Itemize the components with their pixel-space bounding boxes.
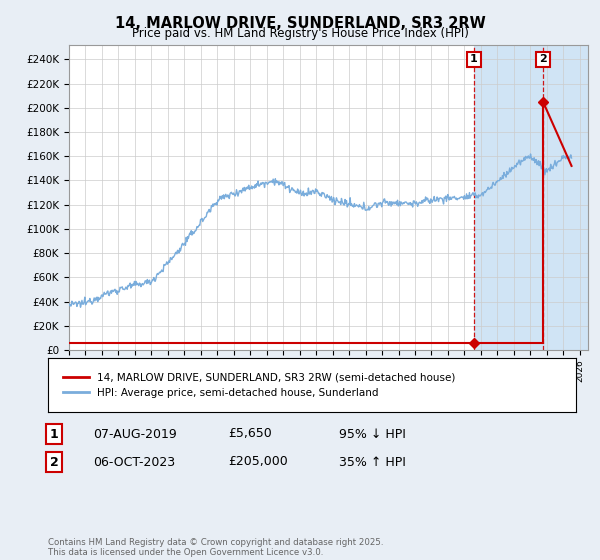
Text: 35% ↑ HPI: 35% ↑ HPI [339,455,406,469]
Text: £5,650: £5,650 [228,427,272,441]
Text: Contains HM Land Registry data © Crown copyright and database right 2025.
This d: Contains HM Land Registry data © Crown c… [48,538,383,557]
Text: 06-OCT-2023: 06-OCT-2023 [93,455,175,469]
Text: £205,000: £205,000 [228,455,288,469]
Text: 1: 1 [50,427,58,441]
Bar [474,45,600,350]
Text: Price paid vs. HM Land Registry's House Price Index (HPI): Price paid vs. HM Land Registry's House … [131,27,469,40]
Legend: 14, MARLOW DRIVE, SUNDERLAND, SR3 2RW (semi-detached house), HPI: Average price,: 14, MARLOW DRIVE, SUNDERLAND, SR3 2RW (s… [58,368,460,402]
Text: 1: 1 [470,54,478,64]
Text: 07-AUG-2019: 07-AUG-2019 [93,427,177,441]
Text: 2: 2 [539,54,547,64]
Text: 2: 2 [50,455,58,469]
Text: 95% ↓ HPI: 95% ↓ HPI [339,427,406,441]
Text: 14, MARLOW DRIVE, SUNDERLAND, SR3 2RW: 14, MARLOW DRIVE, SUNDERLAND, SR3 2RW [115,16,485,31]
